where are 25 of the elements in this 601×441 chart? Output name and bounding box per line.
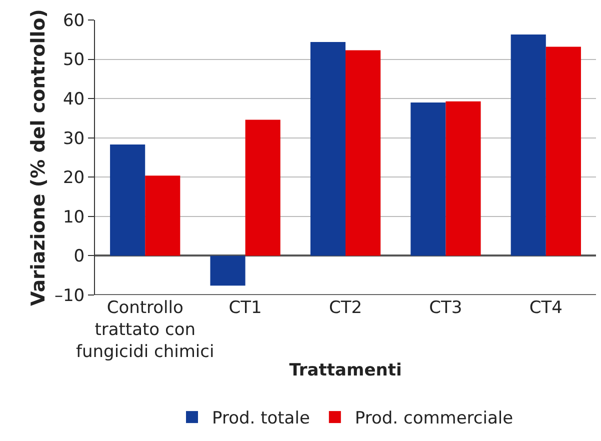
bar [110, 144, 146, 256]
bar [446, 101, 481, 256]
x-tick-label: CT3 [429, 298, 462, 318]
bar [245, 120, 280, 256]
x-axis-title: Trattamenti [289, 360, 402, 381]
y-tick-label: 50 [62, 50, 85, 70]
bar [210, 256, 246, 286]
y-tick-label: 20 [62, 168, 85, 188]
y-tick-label: 30 [62, 128, 85, 149]
bar [546, 46, 581, 256]
y-tick-label: 0 [74, 246, 85, 267]
x-tick-label: CT1 [228, 298, 262, 318]
bar [145, 176, 180, 256]
y-tick-label: 10 [62, 207, 85, 228]
bar [510, 34, 546, 256]
x-tick-label: CT4 [529, 298, 562, 318]
bar [346, 50, 381, 256]
legend-label: Prod. commerciale [354, 408, 514, 429]
bar [310, 42, 346, 256]
legend-label: Prod. totale [212, 408, 310, 429]
bar [410, 102, 446, 256]
y-tick-label: 60 [62, 10, 85, 31]
x-tick-label: CT2 [328, 298, 362, 318]
y-tick-label: 40 [62, 90, 85, 110]
y-axis-title: Variazione (% del controllo) [27, 9, 50, 306]
